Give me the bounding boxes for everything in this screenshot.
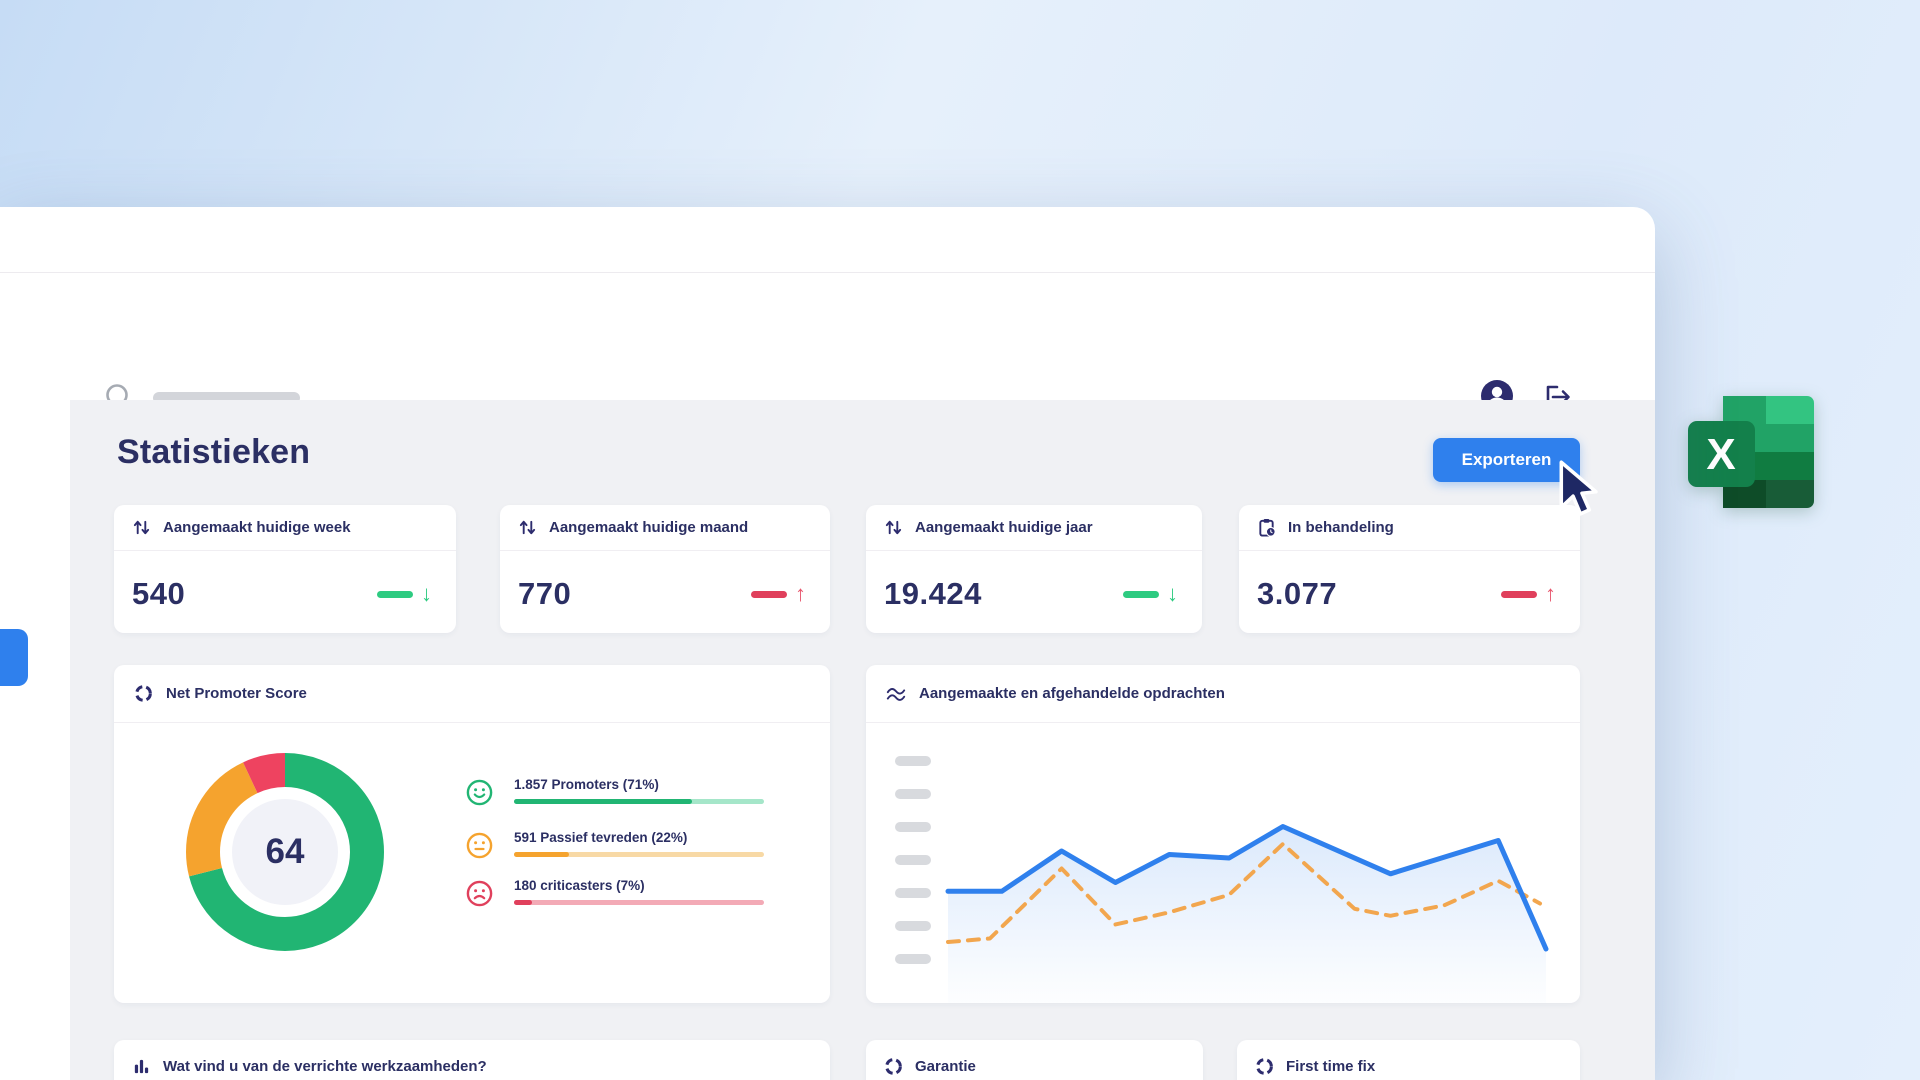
sad-face-icon	[466, 880, 493, 907]
export-button[interactable]: Exporteren	[1433, 438, 1580, 482]
nps-donut-rings	[186, 753, 384, 951]
trend-indicator-up: ↑	[751, 583, 806, 605]
legend-item-promoters: 1.857 Promoters (71%)	[466, 777, 766, 806]
kpi-card-week: Aangemaakt huidige week 540 ↓	[114, 505, 456, 633]
panel-title: Net Promoter Score	[166, 685, 307, 702]
kpi-value: 19.424	[884, 576, 982, 611]
progress-track	[514, 900, 764, 905]
solid-series-line	[945, 824, 1549, 952]
kpi-card-in-behandeling: In behandeling 3.077 ↑	[1239, 505, 1580, 633]
trend-dash	[377, 590, 413, 598]
orders-line-chart	[945, 824, 1549, 1003]
app-header-bar	[0, 273, 1655, 413]
kpi-label: Aangemaakt huidige week	[163, 519, 351, 536]
skeleton-tick	[895, 954, 931, 964]
kpi-label: Aangemaakt huidige jaar	[915, 519, 1093, 536]
window-top-strip	[0, 207, 1655, 273]
progress-fill	[514, 852, 569, 857]
progress-track	[514, 799, 764, 804]
segmented-circle-icon	[135, 685, 152, 702]
card-title: Garantie	[915, 1057, 976, 1075]
skeleton-tick	[895, 822, 931, 832]
trend-indicator-down: ↓	[1123, 583, 1178, 605]
skeleton-tick	[895, 855, 931, 865]
first-time-fix-card: First time fix	[1237, 1040, 1580, 1080]
skeleton-tick	[895, 888, 931, 898]
segmented-circle-icon	[885, 1057, 902, 1075]
progress-fill	[514, 900, 532, 905]
arrow-up-icon: ↑	[795, 581, 806, 606]
arrow-down-icon: ↓	[421, 581, 432, 606]
nps-panel: Net Promoter Score 64 1.857 Promoters (7…	[114, 665, 830, 1003]
kpi-label: In behandeling	[1288, 519, 1394, 536]
sidebar	[0, 400, 70, 1080]
excel-x-letter: X	[1706, 430, 1735, 479]
trend-dash	[1501, 590, 1537, 598]
legend-text: 180 criticasters (7%)	[514, 878, 645, 893]
clipboard-clock-icon	[1259, 518, 1276, 537]
trend-dash	[751, 590, 787, 598]
progress-fill	[514, 799, 692, 804]
happy-face-icon	[466, 779, 493, 806]
arrow-down-icon: ↓	[1167, 581, 1178, 606]
kpi-value: 770	[518, 576, 572, 611]
waves-trend-icon	[886, 687, 906, 701]
orders-chart-panel: Aangemaakte en afgehandelde opdrachten	[866, 665, 1580, 1003]
card-title: First time fix	[1286, 1057, 1376, 1075]
skeleton-tick	[895, 756, 931, 766]
neutral-face-icon	[466, 832, 493, 859]
sidebar-active-item[interactable]	[0, 629, 28, 686]
trend-indicator-up: ↑	[1501, 583, 1556, 605]
progress-track	[514, 852, 764, 857]
survey-card: Wat vind u van de verrichte werkzaamhede…	[114, 1040, 830, 1080]
legend-text: 1.857 Promoters (71%)	[514, 777, 659, 792]
excel-x-tile	[1688, 421, 1755, 487]
trend-indicator-down: ↓	[377, 583, 432, 605]
excel-logo: X	[1688, 396, 1814, 508]
skeleton-tick	[895, 921, 931, 931]
page-title: Statistieken	[117, 433, 311, 471]
kpi-value: 3.077	[1257, 576, 1338, 611]
garantie-card: Garantie	[866, 1040, 1203, 1080]
bar-chart-icon	[134, 1059, 149, 1073]
chart-area-fill	[948, 826, 1546, 1003]
nps-score: 64	[265, 832, 305, 871]
dashed-series-line	[946, 842, 1542, 944]
kpi-label: Aangemaakt huidige maand	[549, 519, 749, 536]
sort-arrows-icon	[133, 520, 150, 535]
segmented-circle-icon	[1256, 1057, 1273, 1075]
kpi-value: 540	[132, 576, 186, 611]
app-window: Statistieken Exporteren Aangemaakt huidi…	[0, 207, 1655, 1080]
skeleton-tick	[895, 789, 931, 799]
sort-arrows-icon	[885, 520, 902, 535]
trend-dash	[1123, 590, 1159, 598]
nps-donut-chart	[183, 750, 387, 954]
nps-score-badge: 64	[232, 799, 338, 905]
legend-text: 591 Passief tevreden (22%)	[514, 830, 688, 845]
mouse-cursor	[1559, 460, 1598, 516]
panel-title: Aangemaakte en afgehandelde opdrachten	[919, 685, 1225, 702]
card-title: Wat vind u van de verrichte werkzaamhede…	[163, 1057, 487, 1075]
kpi-card-jaar: Aangemaakt huidige jaar 19.424 ↓	[866, 505, 1202, 633]
sort-arrows-icon	[519, 520, 536, 535]
arrow-up-icon: ↑	[1545, 581, 1556, 606]
legend-item-passief: 591 Passief tevreden (22%)	[466, 830, 766, 859]
legend-item-criticasters: 180 criticasters (7%)	[466, 878, 766, 907]
kpi-card-maand: Aangemaakt huidige maand 770 ↑	[500, 505, 830, 633]
